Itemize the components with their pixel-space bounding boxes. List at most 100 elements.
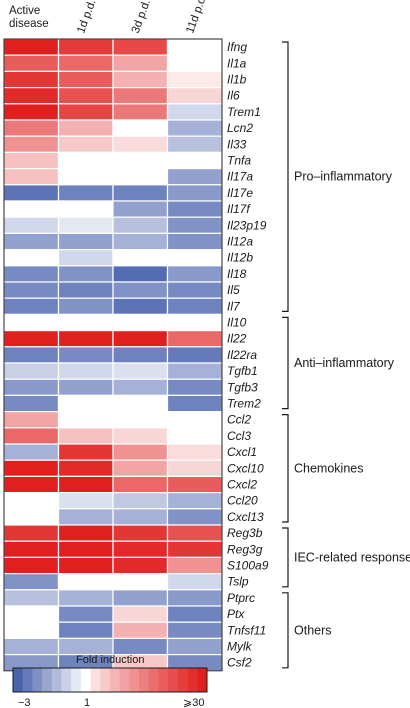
gene-label: Cxcl13 <box>227 510 264 524</box>
heatmap-cell <box>57 54 114 73</box>
gene-label: Lcn2 <box>227 121 253 135</box>
heatmap-cell <box>57 38 114 56</box>
heatmap-cell <box>3 86 60 105</box>
heatmap-cell <box>166 216 223 234</box>
group-label: Chemokines <box>294 461 363 475</box>
gene-label: Il12a <box>227 235 253 249</box>
heatmap-cell <box>166 119 223 137</box>
heatmap-cell <box>112 54 169 73</box>
heatmap-cell <box>57 70 114 89</box>
heatmap-cell <box>112 411 169 429</box>
heatmap-cell <box>57 605 114 623</box>
column-header: Active <box>9 5 40 17</box>
gene-label: Tnfsf11 <box>227 623 266 637</box>
heatmap-cell <box>3 605 60 623</box>
heatmap-cell <box>3 572 60 591</box>
gene-label: Reg3g <box>227 542 263 556</box>
gene-label: Il23p19 <box>227 218 267 232</box>
legend-frame <box>12 667 208 693</box>
gene-label: Il17f <box>227 202 251 216</box>
gene-label: Il6 <box>227 89 240 103</box>
heatmap-cell <box>112 168 169 186</box>
heatmap-cell <box>3 232 60 251</box>
heatmap-cell <box>3 475 60 494</box>
legend-swatch <box>100 668 111 692</box>
group-bracket <box>282 592 289 669</box>
heatmap-cell <box>112 605 169 623</box>
heatmap-cell <box>57 184 114 202</box>
legend-swatch <box>42 668 53 692</box>
heatmap-cell <box>166 459 223 478</box>
legend-swatch <box>148 668 159 692</box>
gene-label: Trem1 <box>227 105 261 119</box>
heatmap-cell <box>112 637 169 656</box>
legend-swatch <box>187 668 198 692</box>
heatmap-cell <box>3 249 60 267</box>
heatmap-cell <box>112 475 169 494</box>
heatmap-cell <box>112 119 169 137</box>
heatmap-cell <box>57 556 114 575</box>
legend-swatch <box>13 668 23 692</box>
heatmap-cell <box>57 151 114 170</box>
heatmap-cell <box>3 556 60 575</box>
heatmap-cell <box>3 378 60 397</box>
legend-max-label: ⩾30 <box>183 697 204 708</box>
heatmap-cell <box>166 297 223 316</box>
heatmap-cell <box>3 184 60 202</box>
heatmap-cell <box>166 265 223 283</box>
heatmap-cell <box>112 524 169 542</box>
heatmap-cell <box>166 443 223 461</box>
heatmap-cell <box>57 297 114 316</box>
gene-label: Reg3b <box>227 526 263 540</box>
heatmap-cell <box>166 86 223 105</box>
gene-label: Tgfb1 <box>227 364 258 378</box>
heatmap-cell <box>166 184 223 202</box>
heatmap-cell <box>3 346 60 364</box>
heatmap-cell <box>112 459 169 478</box>
heatmap-cell <box>3 637 60 656</box>
heatmap-cell <box>57 281 114 299</box>
heatmap-cell <box>112 540 169 559</box>
group-label: Pro–inflammatory <box>294 170 393 184</box>
heatmap-cell <box>166 70 223 89</box>
heatmap-cell <box>57 249 114 267</box>
heatmap-cell <box>3 524 60 542</box>
gene-label: Il7 <box>227 299 241 313</box>
gene-label: Mylk <box>227 640 253 654</box>
heatmap-cell <box>166 54 223 73</box>
heatmap-cell <box>112 346 169 364</box>
heatmap-cell <box>166 524 223 542</box>
column-header: 3d p.d. <box>130 0 153 35</box>
heatmap-cell <box>112 184 169 202</box>
heatmap-cell <box>112 443 169 461</box>
heatmap-cell <box>57 540 114 559</box>
heatmap-cell <box>112 427 169 445</box>
heatmap-cell <box>166 427 223 445</box>
column-header: disease <box>9 18 49 30</box>
heatmap-cell <box>3 297 60 316</box>
legend-swatch <box>177 668 188 692</box>
heatmap-cell <box>112 103 169 121</box>
gene-label: Ccl3 <box>227 429 251 443</box>
heatmap-cell <box>112 151 169 170</box>
heatmap-cell <box>3 443 60 461</box>
heatmap-cell <box>3 281 60 299</box>
heatmap-cell <box>166 168 223 186</box>
heatmap-cell <box>112 38 169 56</box>
heatmap-cell <box>112 508 169 526</box>
legend-swatch <box>32 668 43 692</box>
heatmap-cell <box>112 572 169 591</box>
heatmap-cell <box>112 70 169 89</box>
gene-label: Il12b <box>227 251 253 265</box>
gene-label: Csf2 <box>227 656 252 670</box>
gene-label: Ccl20 <box>227 494 258 508</box>
heatmap-cell <box>112 297 169 316</box>
heatmap-cell <box>166 411 223 429</box>
heatmap-cell <box>112 621 169 640</box>
heatmap-cell <box>57 330 114 348</box>
group-bracket <box>282 41 289 312</box>
heatmap-cell <box>57 362 114 380</box>
heatmap-cell <box>166 103 223 121</box>
heatmap-cell <box>3 362 60 380</box>
